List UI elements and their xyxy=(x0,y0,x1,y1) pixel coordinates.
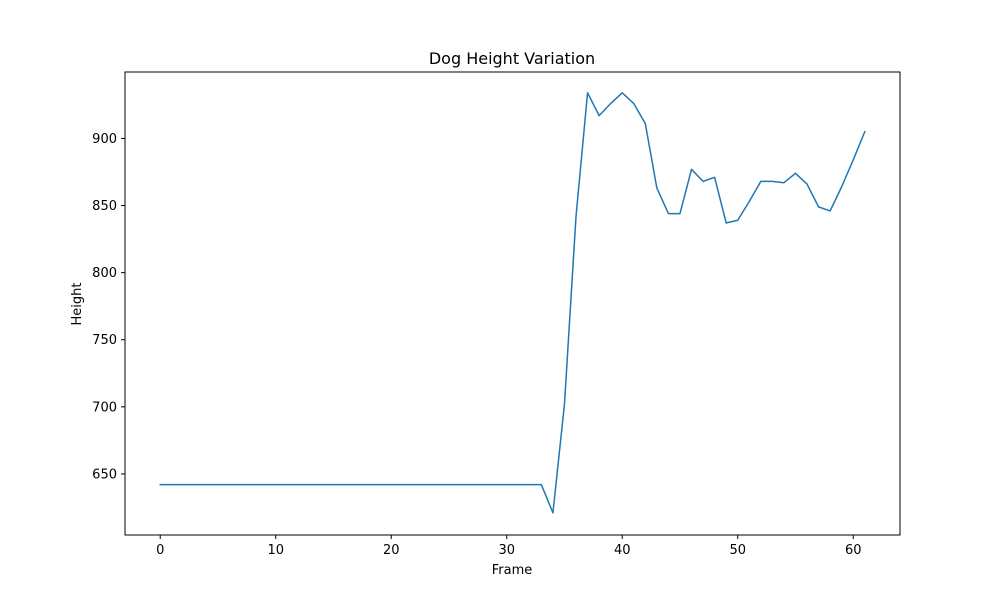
y-tick-label: 750 xyxy=(92,333,117,348)
x-tick-label: 30 xyxy=(498,543,515,558)
y-tick-label: 850 xyxy=(92,199,117,214)
x-tick-label: 40 xyxy=(614,543,631,558)
y-tick-label: 900 xyxy=(92,132,117,147)
chart-title: Dog Height Variation xyxy=(429,49,595,68)
y-tick-label: 700 xyxy=(92,400,117,415)
x-tick-label: 60 xyxy=(845,543,862,558)
x-tick-label: 50 xyxy=(729,543,746,558)
series-line-0 xyxy=(159,92,866,514)
plot-frame xyxy=(124,71,901,536)
x-tick-label: 20 xyxy=(383,543,400,558)
y-tick-label: 800 xyxy=(92,266,117,281)
x-tick-label: 10 xyxy=(267,543,284,558)
plot-area: 0 10 20 30 40 50 60 650 700 750 800 850 900 xyxy=(92,71,901,558)
y-tick-label: 650 xyxy=(92,467,117,482)
y-axis-label: Height xyxy=(70,283,85,326)
x-axis-label: Frame xyxy=(492,563,533,578)
x-tick-label: 0 xyxy=(156,543,164,558)
